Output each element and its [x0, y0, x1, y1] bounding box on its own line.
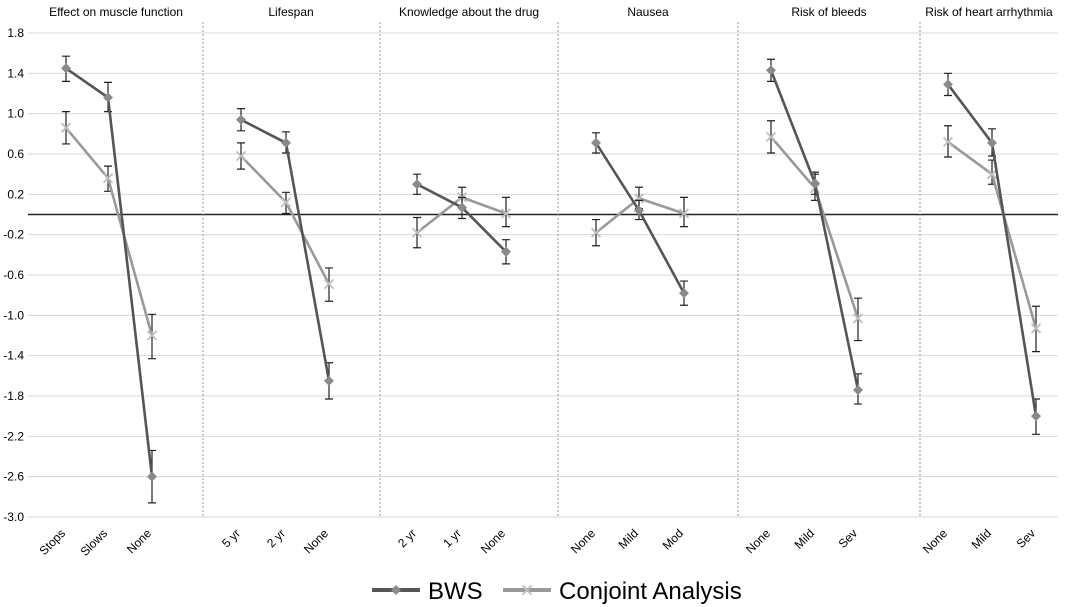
y-tick-label: 1.8	[7, 26, 24, 40]
conjoint-point	[60, 122, 72, 133]
y-tick-label: -2.2	[3, 429, 24, 443]
y-tick-label: -1.0	[3, 308, 24, 322]
conjoint-point	[986, 169, 998, 180]
y-tick-label: -0.2	[3, 228, 24, 242]
legend-conjoint-marker	[521, 584, 533, 596]
panel-title: Knowledge about the drug	[399, 5, 539, 19]
conjoint-line	[65, 126, 154, 336]
category-label: Mod	[660, 526, 686, 552]
category-label: 2 yr	[395, 526, 419, 550]
bws-point	[103, 92, 113, 103]
panel-title: Effect on muscle function	[49, 5, 183, 19]
category-label: None	[743, 526, 773, 556]
conjoint-point	[765, 131, 777, 142]
conjoint-point	[590, 227, 602, 238]
bws-point	[281, 137, 291, 148]
bws-point	[766, 65, 776, 76]
bws-point	[1031, 411, 1041, 422]
conjoint-error-bar	[680, 196, 688, 228]
y-tick-label: 0.2	[7, 187, 24, 201]
category-label: 1 yr	[440, 526, 464, 550]
conjoint-point	[323, 278, 335, 290]
panel-title: Risk of bleeds	[791, 5, 866, 19]
conjoint-point	[852, 313, 864, 324]
category-label: Slows	[78, 526, 111, 559]
category-label: Mild	[792, 526, 817, 551]
legend-bws-marker	[391, 585, 401, 595]
conjoint-point	[280, 197, 292, 208]
conjoint-point	[411, 227, 423, 238]
bws-line	[769, 69, 860, 391]
panel-title: Nausea	[627, 5, 669, 19]
conjoint-point	[678, 208, 690, 219]
conjoint-line	[770, 136, 860, 319]
bws-point	[987, 137, 997, 148]
bws-point	[61, 63, 71, 74]
conjoint-point	[146, 330, 158, 341]
category-label: None	[478, 526, 508, 556]
bws-point	[412, 179, 422, 190]
panel-title: Risk of heart arrhythmia	[925, 5, 1053, 19]
y-tick-label: -0.6	[3, 268, 24, 282]
category-label: Sev	[1014, 526, 1039, 551]
bws-line	[65, 67, 154, 477]
bws-point	[943, 79, 953, 90]
bws-line	[594, 142, 686, 294]
bws-point	[679, 288, 689, 299]
category-label: Stops	[37, 526, 69, 558]
bws-point	[501, 246, 511, 257]
bws-point	[810, 178, 820, 189]
conjoint-point	[1030, 323, 1042, 334]
legend-bws-label: BWS	[428, 578, 483, 605]
bws-point	[634, 205, 644, 216]
category-label: None	[568, 526, 598, 556]
category-label: Sev	[836, 526, 861, 551]
conjoint-error-bar	[502, 196, 510, 228]
category-label: 2 yr	[264, 526, 288, 550]
y-tick-label: -3.0	[3, 510, 24, 524]
legend-conjoint-label: Conjoint Analysis	[559, 578, 742, 605]
category-label: None	[124, 526, 154, 556]
conjoint-point	[500, 208, 512, 219]
conjoint-point	[102, 173, 114, 184]
conjoint-point	[942, 136, 954, 148]
bws-point	[236, 114, 246, 125]
conjoint-line	[240, 155, 331, 285]
conjoint-point	[633, 193, 645, 204]
bws-point	[457, 202, 467, 213]
category-label: Mild	[969, 526, 994, 551]
y-tick-label: 1.0	[7, 107, 24, 121]
conjoint-point	[235, 150, 247, 162]
category-label: None	[301, 526, 331, 556]
y-tick-label: 0.6	[7, 147, 24, 161]
bws-point	[147, 471, 157, 482]
y-tick-label: -1.4	[3, 349, 24, 363]
bws-point	[324, 375, 334, 386]
category-label: Mild	[616, 526, 641, 551]
conjoint-line	[595, 196, 685, 234]
y-tick-label: -2.6	[3, 470, 24, 484]
category-label: None	[920, 526, 950, 556]
bws-point	[591, 137, 601, 148]
bws-point	[853, 384, 863, 395]
panel-title: Lifespan	[268, 5, 313, 19]
category-label: 5 yr	[219, 526, 243, 550]
bws-line	[240, 118, 331, 382]
y-tick-label: -1.8	[3, 389, 24, 403]
y-tick-label: 1.4	[7, 66, 24, 80]
